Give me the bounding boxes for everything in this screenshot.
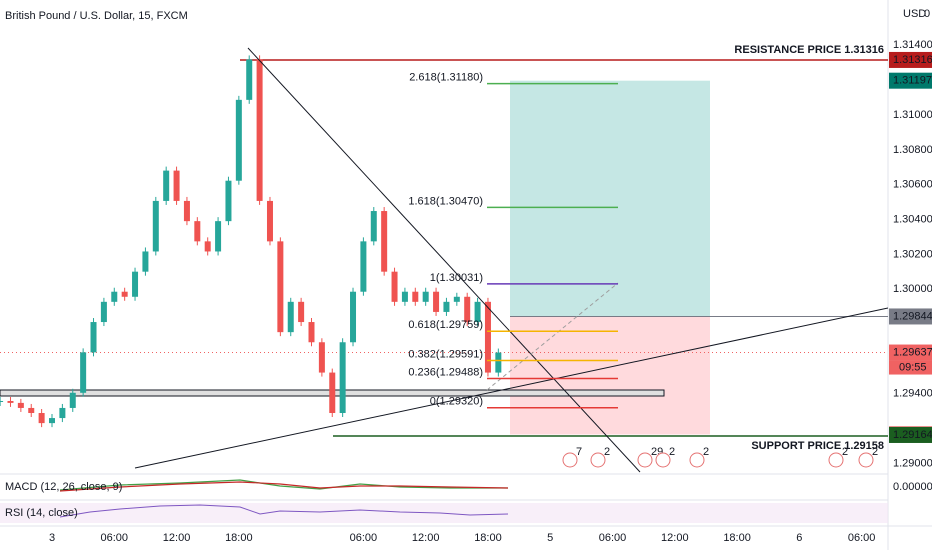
fib-trend bbox=[486, 282, 619, 391]
countdown-bg bbox=[889, 360, 932, 375]
event-badge bbox=[858, 452, 874, 468]
event-badge-label: 2 bbox=[872, 446, 878, 458]
rsi-label: RSI (14, close) bbox=[5, 507, 78, 519]
y-tick-label: 1.31400 bbox=[893, 39, 932, 51]
fib-label: 0(1.29320) bbox=[430, 396, 483, 408]
y-tick-label: 1.30800 bbox=[893, 144, 932, 156]
x-tick-label: 5 bbox=[547, 532, 553, 544]
event-badge bbox=[828, 452, 844, 468]
x-tick-label: 3 bbox=[49, 532, 55, 544]
x-tick-label: 12:00 bbox=[412, 532, 440, 544]
target-zone bbox=[510, 80, 710, 317]
price-tag-label: 1.29844 bbox=[893, 310, 932, 322]
trendline bbox=[134, 307, 889, 469]
support-label: SUPPORT PRICE 1.29158 bbox=[751, 440, 884, 452]
x-tick-label: 18:00 bbox=[723, 532, 751, 544]
price-tag-label: 1.29637 bbox=[893, 346, 932, 358]
x-tick-label: 06:00 bbox=[350, 532, 378, 544]
x-tick-label: 12:00 bbox=[163, 532, 191, 544]
price-tag bbox=[889, 72, 932, 89]
x-tick-label: 06:00 bbox=[101, 532, 129, 544]
event-badge-label: 2 bbox=[703, 446, 709, 458]
fib-label: 1(1.30031) bbox=[430, 272, 483, 284]
currency-badge: 0 bbox=[924, 8, 930, 20]
y-tick-label: 1.29000 bbox=[893, 457, 932, 469]
price-tag-label: 1.29164 bbox=[893, 429, 932, 441]
chart-title: British Pound / U.S. Dollar, 15, FXCM bbox=[5, 10, 188, 22]
fib-label: 2.618(1.31180) bbox=[409, 72, 483, 84]
event-badge-label: 2 bbox=[669, 446, 675, 458]
x-tick-label: 06:00 bbox=[599, 532, 627, 544]
event-badge bbox=[689, 452, 705, 468]
candle bbox=[0, 400, 4, 402]
y-tick-label: 1.29400 bbox=[893, 388, 932, 400]
trendline bbox=[247, 47, 641, 473]
stop-zone bbox=[510, 316, 710, 435]
fib-label: 0.236(1.29488) bbox=[408, 366, 483, 378]
event-badge bbox=[590, 452, 606, 468]
macd-label: MACD (12, 26, close, 9) bbox=[5, 481, 122, 493]
y-tick-label: 1.30000 bbox=[893, 283, 932, 295]
macd-line bbox=[59, 479, 508, 491]
price-tag bbox=[889, 426, 932, 443]
y-tick-label: 1.30600 bbox=[893, 179, 932, 191]
y-tick-label: 1.31000 bbox=[893, 109, 932, 121]
countdown: 09:55 bbox=[899, 361, 927, 373]
x-tick-label: 6 bbox=[796, 532, 802, 544]
event-badge-label: 2 bbox=[842, 446, 848, 458]
currency: USD bbox=[903, 8, 926, 20]
rsi-line bbox=[59, 504, 509, 518]
price-tag-label: 1.31197 bbox=[893, 75, 932, 87]
fib-label: 0.618(1.29759) bbox=[408, 319, 483, 331]
price-tag bbox=[889, 308, 932, 325]
x-tick-label: 18:00 bbox=[225, 532, 253, 544]
resistance-label: RESISTANCE PRICE 1.31316 bbox=[734, 44, 884, 56]
y-tick-label: 1.30400 bbox=[893, 213, 932, 225]
x-tick-label: 06:00 bbox=[848, 532, 876, 544]
fib-label: 1.618(1.30470) bbox=[408, 195, 483, 207]
price-tag-label: 1.31316 bbox=[893, 54, 932, 66]
price-tag bbox=[889, 344, 932, 361]
signal-line bbox=[59, 481, 509, 492]
event-badge-label: 2 bbox=[604, 446, 610, 458]
price-tag bbox=[889, 51, 932, 68]
macd-tick: 0.00000 bbox=[893, 481, 932, 493]
event-badge bbox=[637, 452, 653, 468]
event-badge-label: 7 bbox=[576, 446, 582, 458]
x-tick-label: 18:00 bbox=[474, 532, 502, 544]
x-tick-label: 12:00 bbox=[661, 532, 689, 544]
event-badge bbox=[562, 452, 578, 468]
fib-label: 0.382(1.29591) bbox=[408, 348, 483, 360]
y-tick-label: 1.30200 bbox=[893, 248, 932, 260]
event-badge bbox=[655, 452, 671, 468]
